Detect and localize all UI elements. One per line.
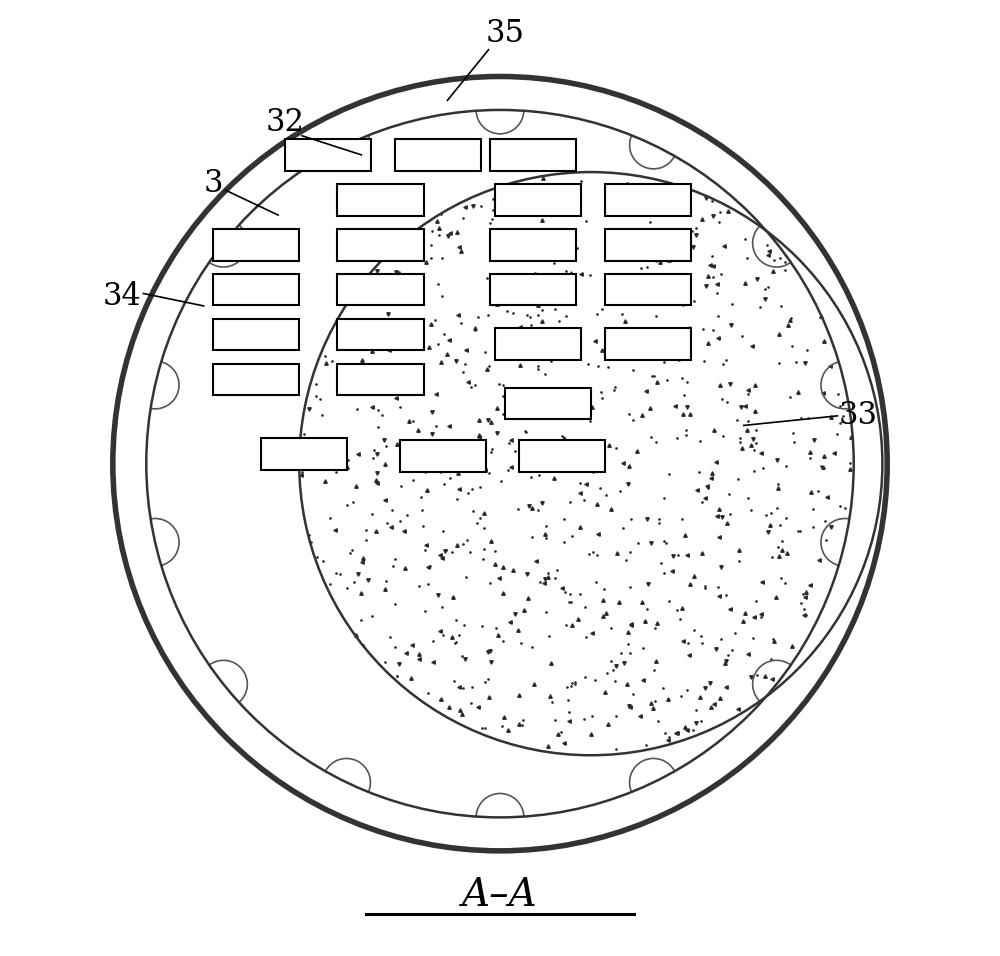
Bar [505,388,591,420]
Bar [490,274,576,306]
Bar [400,440,486,471]
Bar [261,438,347,470]
Bar [337,274,424,306]
Bar [490,140,576,170]
Bar [337,229,424,261]
Circle shape [146,110,854,817]
Bar [213,363,299,396]
Text: 32: 32 [265,107,304,138]
Bar [605,274,691,306]
Bar [495,329,581,360]
Bar [285,140,371,170]
Bar [495,184,581,216]
Bar [519,440,605,471]
Bar [605,329,691,360]
Text: 34: 34 [103,281,142,312]
Text: 33: 33 [839,401,878,431]
Bar [337,318,424,350]
Bar [337,184,424,216]
Text: A–A: A–A [462,878,538,914]
Bar [605,229,691,261]
Bar [213,229,299,261]
Bar [490,229,576,261]
Bar [337,363,424,396]
Text: 3: 3 [203,168,223,199]
Bar [605,184,691,216]
Bar [395,140,481,170]
Bar [213,318,299,350]
Text: 35: 35 [485,18,524,49]
Bar [213,274,299,306]
